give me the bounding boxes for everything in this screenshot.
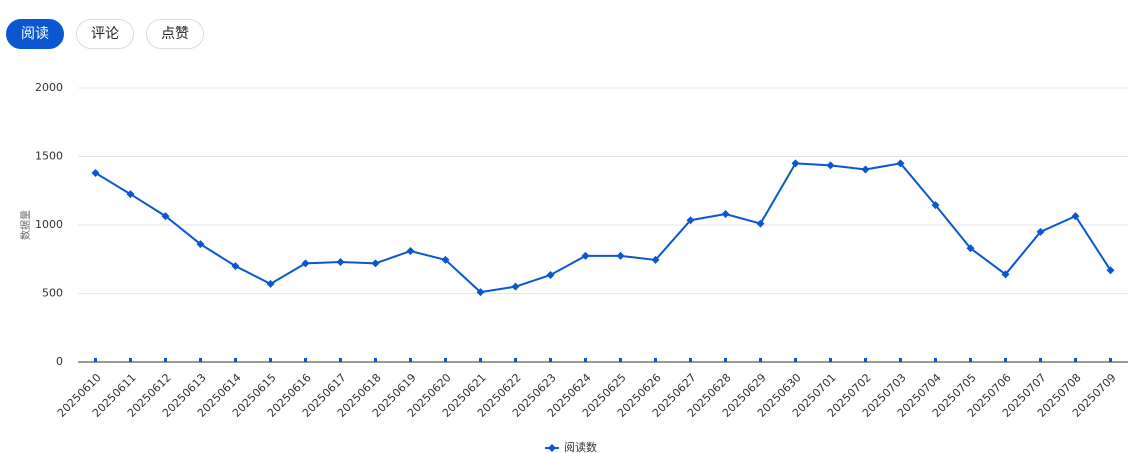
legend-marker bbox=[548, 444, 556, 452]
x-tick bbox=[339, 358, 342, 362]
x-tick bbox=[269, 358, 272, 362]
x-tick bbox=[549, 358, 552, 362]
x-tick bbox=[829, 358, 832, 362]
x-tick bbox=[1039, 358, 1042, 362]
point bbox=[266, 279, 275, 288]
point bbox=[686, 216, 695, 225]
x-tick bbox=[689, 358, 692, 362]
tab-button[interactable]: 点赞 bbox=[146, 19, 204, 49]
x-tick bbox=[1004, 358, 1007, 362]
point bbox=[511, 282, 520, 291]
y-axis-label: 数据量 bbox=[19, 210, 32, 240]
point bbox=[336, 257, 345, 266]
y-tick-label: 1000 bbox=[35, 218, 63, 231]
point bbox=[616, 251, 625, 260]
x-tick bbox=[444, 358, 447, 362]
x-tick bbox=[864, 358, 867, 362]
x-tick bbox=[969, 358, 972, 362]
x-tick bbox=[584, 358, 587, 362]
point bbox=[966, 244, 975, 253]
x-tick bbox=[199, 358, 202, 362]
y-tick-label: 500 bbox=[42, 287, 63, 300]
tab-button[interactable]: 阅读 bbox=[6, 19, 64, 49]
line bbox=[94, 162, 1112, 294]
point bbox=[791, 159, 800, 168]
tab-bar: 阅读 评论 点赞 bbox=[6, 19, 204, 49]
tab-button[interactable]: 评论 bbox=[76, 19, 134, 49]
point bbox=[1036, 227, 1045, 236]
x-tick bbox=[899, 358, 902, 362]
x-tick bbox=[1109, 358, 1112, 362]
x-tick bbox=[234, 358, 237, 362]
point bbox=[161, 212, 170, 221]
point bbox=[406, 247, 415, 256]
point bbox=[826, 161, 835, 170]
x-tick bbox=[619, 358, 622, 362]
point bbox=[1106, 266, 1115, 275]
legend-label: 阅读数 bbox=[564, 440, 597, 453]
point bbox=[546, 271, 555, 280]
point bbox=[441, 255, 450, 264]
point bbox=[896, 159, 905, 168]
x-tick bbox=[164, 358, 167, 362]
point bbox=[231, 262, 240, 271]
point bbox=[651, 255, 660, 264]
point bbox=[756, 219, 765, 228]
point bbox=[1001, 270, 1010, 279]
point bbox=[721, 210, 730, 219]
x-tick bbox=[1074, 358, 1077, 362]
y-tick-label: 1500 bbox=[35, 150, 63, 163]
point bbox=[931, 201, 940, 210]
y-tick-label: 2000 bbox=[35, 81, 63, 94]
point bbox=[1071, 212, 1080, 221]
x-tick bbox=[129, 358, 132, 362]
point bbox=[371, 259, 380, 268]
point bbox=[476, 288, 485, 297]
x-tick bbox=[479, 358, 482, 362]
x-tick bbox=[94, 358, 97, 362]
x-tick bbox=[794, 358, 797, 362]
x-tick bbox=[304, 358, 307, 362]
point bbox=[301, 259, 310, 268]
x-tick bbox=[654, 358, 657, 362]
point bbox=[91, 168, 100, 177]
point bbox=[196, 240, 205, 249]
point bbox=[581, 251, 590, 260]
point bbox=[861, 165, 870, 174]
y-tick-label: 0 bbox=[56, 355, 63, 368]
x-tick bbox=[514, 358, 517, 362]
x-tick bbox=[409, 358, 412, 362]
x-tick bbox=[934, 358, 937, 362]
x-tick bbox=[759, 358, 762, 362]
x-tick bbox=[374, 358, 377, 362]
point bbox=[126, 190, 135, 199]
x-tick bbox=[724, 358, 727, 362]
